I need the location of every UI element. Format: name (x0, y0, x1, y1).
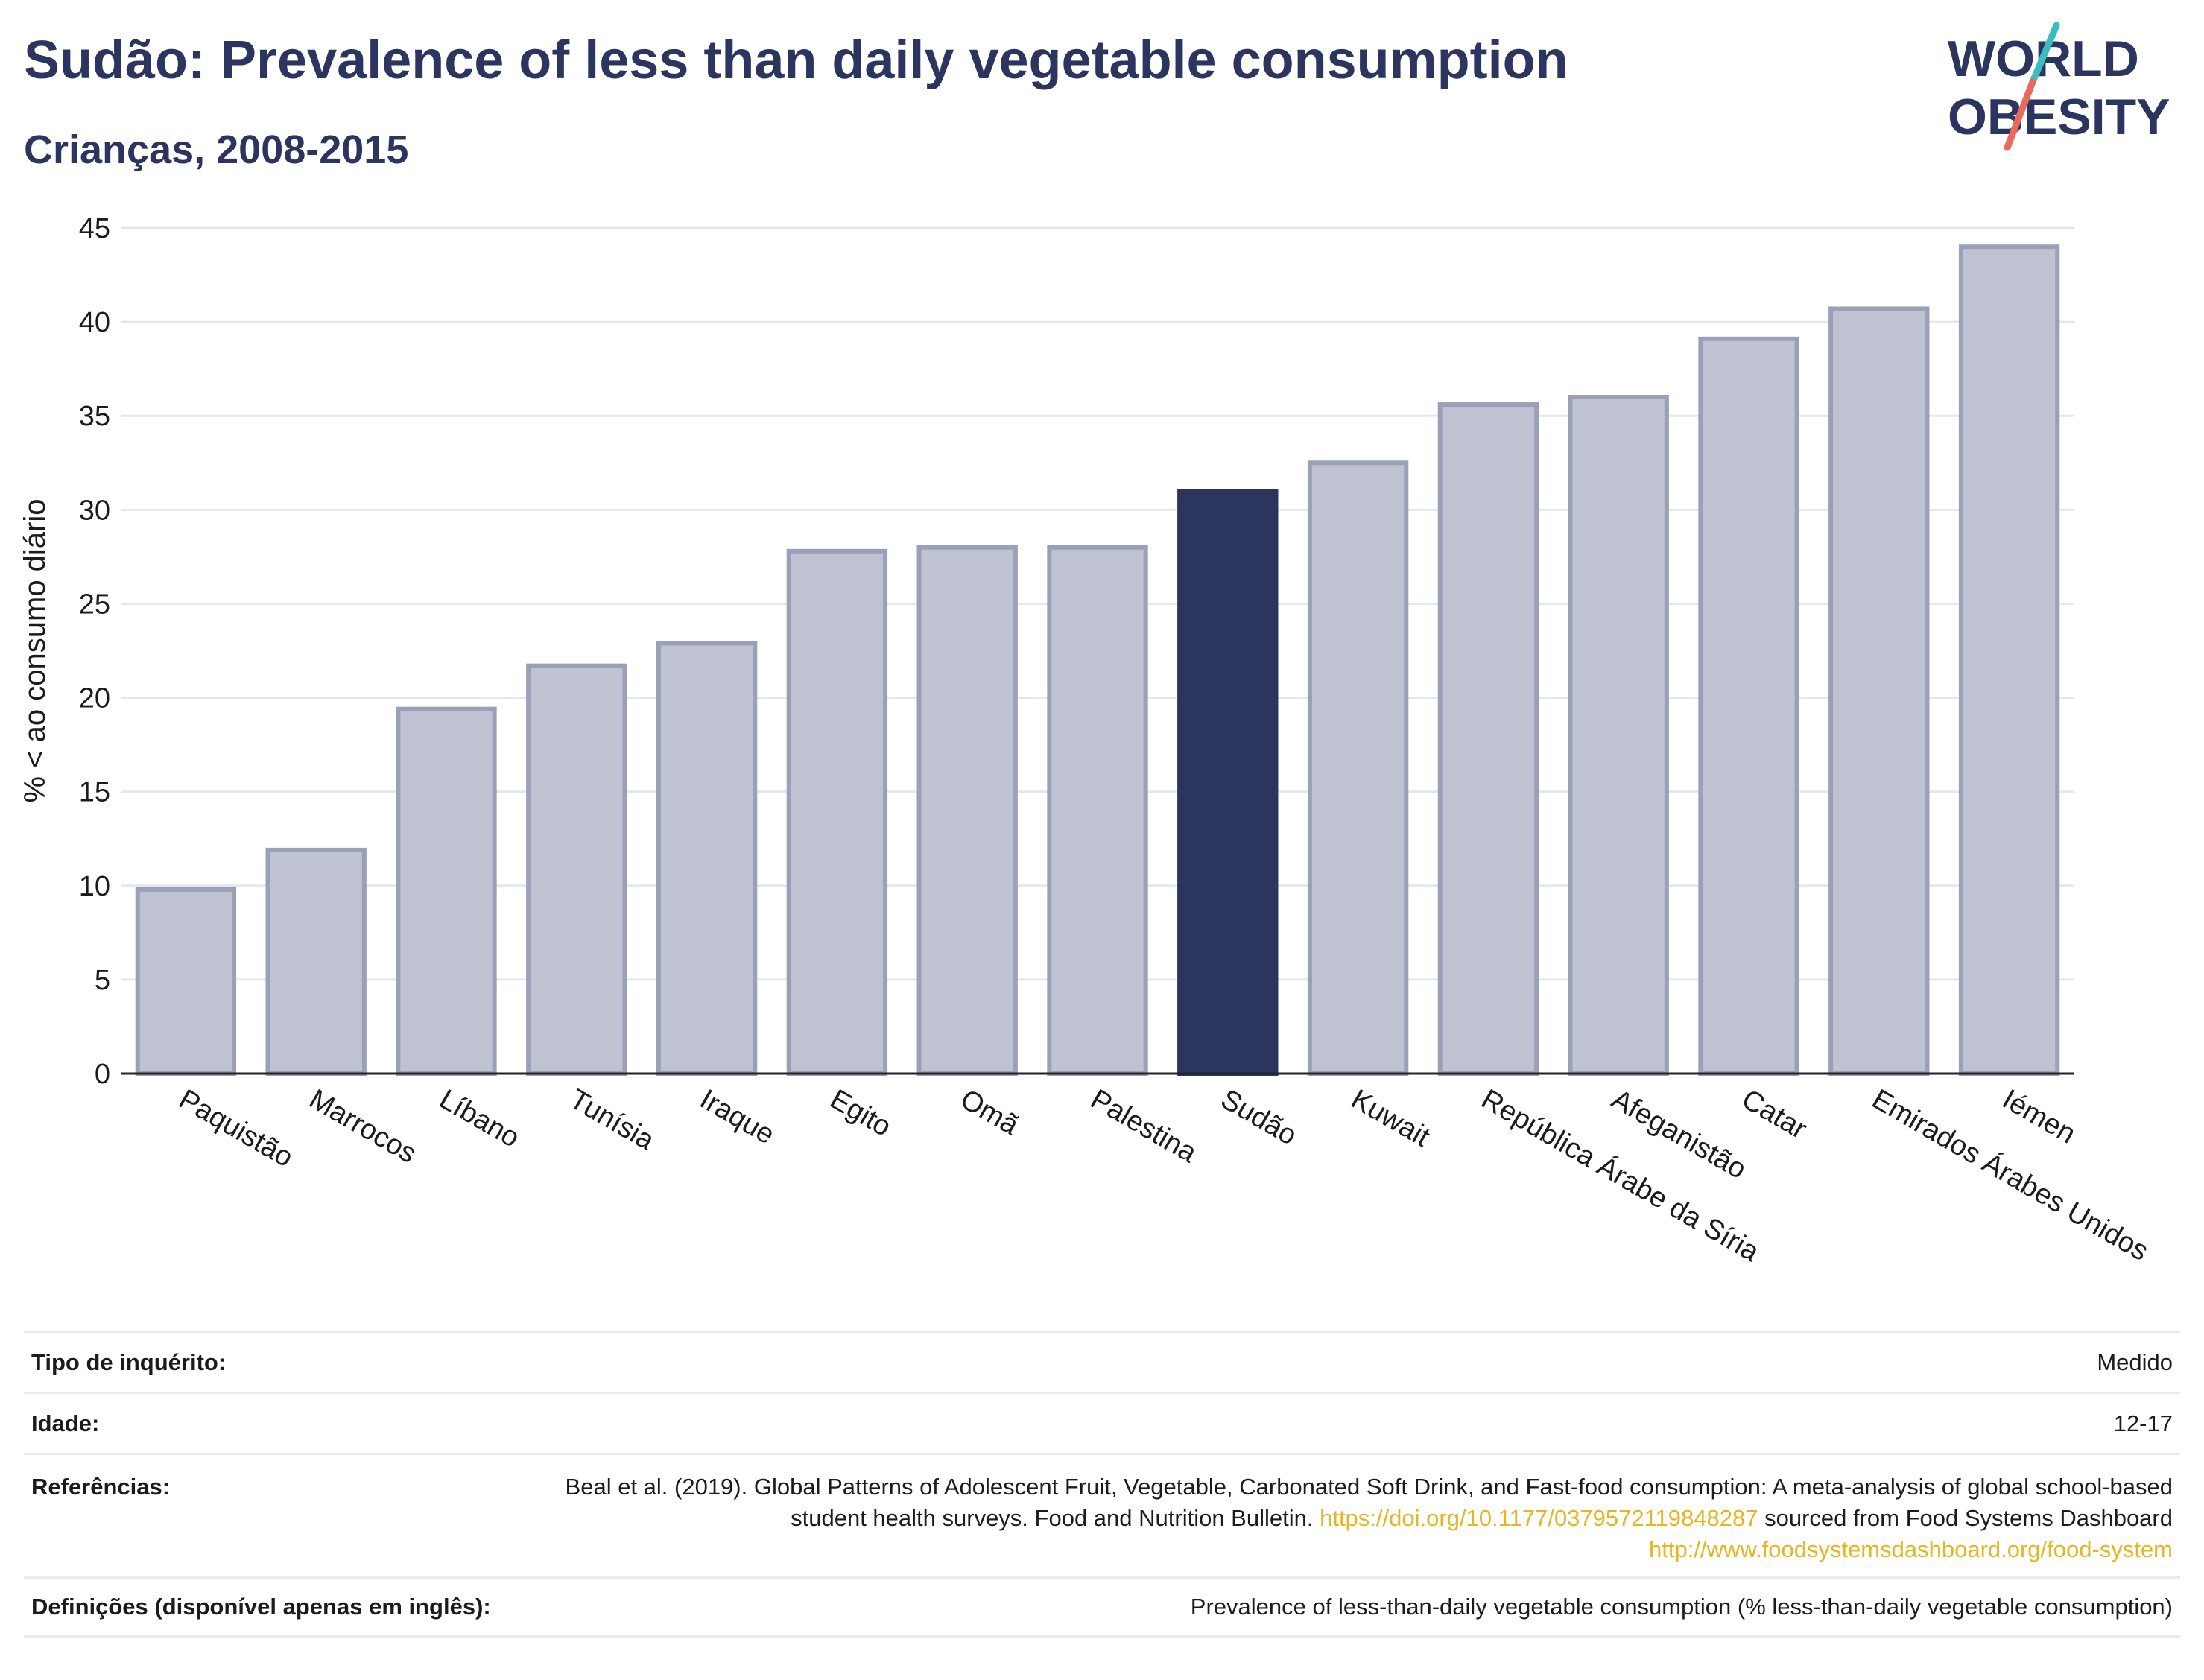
bar-líbano (396, 706, 497, 1076)
x-tick-label: Tunísia (564, 1083, 659, 1156)
age-row: Idade: 12-17 (24, 1392, 2180, 1453)
bar-kuwait (1307, 460, 1409, 1076)
page-title: Sudão: Prevalence of less than daily veg… (24, 31, 1568, 90)
definitions-value: Prevalence of less-than-daily vegetable … (1190, 1594, 2173, 1620)
definitions-label: Definições (disponível apenas em inglês)… (31, 1594, 491, 1620)
y-tick-label: 20 (79, 683, 110, 714)
y-tick-label: 15 (79, 777, 110, 808)
bar-república-árabe-da-síria (1437, 402, 1539, 1077)
bar-palestina (1047, 545, 1148, 1076)
x-tick-label: Egito (825, 1083, 896, 1143)
logo-slash-coral (2004, 78, 2036, 151)
survey-type-label: Tipo de inquérito: (31, 1348, 227, 1375)
doi-link[interactable]: https://doi.org/10.1177/0379572119848287 (1320, 1505, 1758, 1531)
x-tick-label: Paquistão (174, 1083, 298, 1173)
bar-tunísia (526, 663, 627, 1076)
bar-catar (1698, 336, 1799, 1077)
bar-egito (786, 548, 888, 1077)
y-tick-label: 10 (79, 871, 110, 902)
x-tick-label: Palestina (1086, 1083, 1203, 1169)
definitions-row: Definições (disponível apenas em inglês)… (24, 1576, 2180, 1638)
x-tick-label: Líbano (434, 1083, 525, 1153)
x-tick-label: Marrocos (304, 1083, 422, 1170)
page-subtitle: Crianças, 2008-2015 (24, 127, 409, 172)
y-axis-title: % < ao consumo diário (19, 498, 51, 802)
bar-sudão (1177, 489, 1279, 1077)
logo-word-obesity: OBESITY (1948, 89, 2170, 145)
age-value: 12-17 (2113, 1410, 2173, 1436)
y-tick-label: 30 (79, 495, 110, 526)
references-value: Beal et al. (2019). Global Patterns of A… (533, 1471, 2173, 1565)
x-tick-label: Iémen (1997, 1083, 2080, 1150)
x-tick-label: Iraque (694, 1083, 779, 1150)
bar-paquistão (135, 887, 237, 1076)
bars (135, 244, 2060, 1077)
bar-afeganistão (1568, 395, 1669, 1076)
x-tick-label: Sudão (1215, 1083, 1302, 1151)
references-text-1: Beal et al. (2019). Global Patterns of A… (565, 1474, 2173, 1531)
bar-omã (916, 545, 1018, 1076)
x-tick-label: Kuwait (1346, 1083, 1435, 1153)
y-tick-label: 5 (95, 965, 110, 996)
logo-slash-teal (2029, 22, 2060, 86)
y-tick-label: 45 (79, 213, 110, 244)
world-obesity-logo: WORLD OBESITY (1948, 22, 2170, 151)
food-systems-link[interactable]: http://www.foodsystemsdashboard.org/food… (1649, 1536, 2173, 1562)
x-tick-label: Catar (1737, 1083, 1813, 1145)
y-tick-label: 40 (79, 307, 110, 338)
y-tick-label: 25 (79, 589, 110, 620)
x-axis-labels: Paquistão Marrocos Líbano Tunísia Iraque Egit… (174, 1083, 2154, 1269)
age-label: Idade: (31, 1410, 100, 1436)
x-tick-label: Omã (955, 1083, 1025, 1141)
bar-iémen (1958, 244, 2060, 1077)
survey-type-row: Tipo de inquérito: Medido (24, 1331, 2180, 1392)
metadata-table: Tipo de inquérito: Medido Idade: 12-17 R… (24, 1331, 2180, 1638)
bar-emirados-árabes-unidos (1828, 306, 1930, 1076)
bar-marrocos (265, 847, 367, 1076)
references-row: Referências: Beal et al. (2019). Global … (24, 1453, 2180, 1576)
y-tick-label: 35 (79, 401, 110, 432)
references-text-2: sourced from Food Systems Dashboard (1758, 1505, 2173, 1531)
survey-type-value: Medido (2097, 1348, 2173, 1375)
bar-chart: 0 5 10 15 20 25 30 35 40 45 Paquistão Marrocos Líba… (19, 213, 2154, 1269)
references-label: Referências: (31, 1474, 171, 1500)
y-tick-label: 0 (95, 1059, 110, 1090)
bar-iraque (656, 641, 758, 1076)
y-axis-ticks: 0 5 10 15 20 25 30 35 40 45 (79, 213, 110, 1090)
